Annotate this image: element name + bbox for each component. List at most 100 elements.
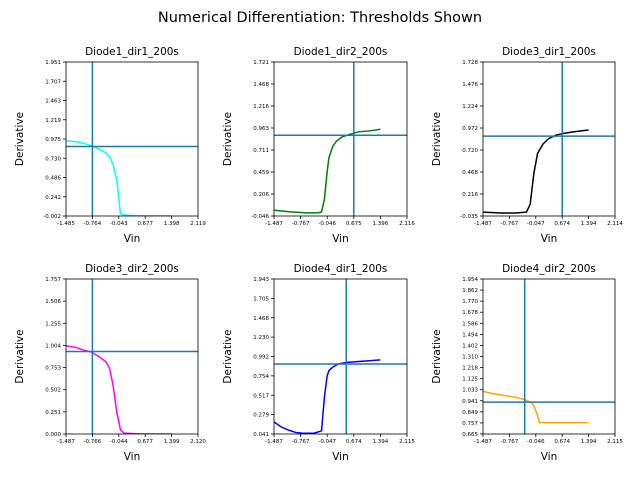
y-tick-label: 1.678 (462, 310, 478, 316)
x-tick-label: 0.674 (346, 439, 362, 445)
y-tick-label: 1.770 (462, 299, 478, 305)
y-tick-label: 0.468 (462, 170, 478, 176)
x-tick-label: -1.487 (474, 439, 492, 445)
y-tick-label: 1.218 (462, 366, 478, 372)
y-tick-label: 1.468 (253, 82, 269, 88)
series-line-1 (274, 128, 381, 214)
x-tick-label: -0.767 (292, 439, 310, 445)
x-tick-label: -0.767 (501, 221, 519, 227)
y-tick-label: 0.242 (45, 195, 61, 201)
y-tick-label: 0.665 (462, 432, 478, 438)
x-tick-label: -0.047 (527, 221, 545, 227)
axes-frame (273, 278, 408, 435)
x-axis-label: Vin (124, 451, 141, 463)
x-tick-label: 1.398 (164, 221, 180, 227)
y-axis-label: Derivative (222, 329, 234, 383)
subplot-title: Diode1_dir1_200s (85, 46, 179, 58)
y-tick-label: 1.943 (253, 277, 269, 283)
y-tick-label: 1.862 (462, 288, 478, 294)
y-axis-label: Derivative (222, 112, 234, 166)
x-tick-label: -0.766 (84, 439, 102, 445)
series-line-1 (66, 345, 172, 434)
x-tick-label: 0.677 (137, 439, 153, 445)
x-tick-label: 2.114 (607, 221, 623, 227)
series-line-1 (483, 390, 589, 424)
subplot-title: Diode4_dir2_200s (502, 263, 596, 275)
subplot-4: -1.487 -0.766 -0.044 0.677 1.399 2.120 0.000 0.… (14, 263, 206, 463)
x-tick-label: 0.674 (554, 221, 570, 227)
subplot-3: -1.487 -0.767 -0.047 0.674 1.394 2.114 -0.035 0… (431, 46, 623, 245)
y-axis-label: Derivative (14, 329, 26, 383)
x-tick-label: -0.043 (110, 221, 128, 227)
x-axis-label: Vin (124, 233, 141, 245)
y-tick-label: 0.251 (45, 410, 61, 416)
axes-frame (273, 61, 408, 217)
y-tick-label: 1.219 (45, 118, 61, 124)
y-axis-label: Derivative (431, 112, 443, 166)
x-tick-label: -0.044 (110, 439, 128, 445)
y-tick-label: 1.033 (462, 388, 478, 394)
y-tick-label: 0.486 (45, 176, 61, 182)
series-line-1 (274, 359, 381, 434)
subplot-6: -1.487 -0.767 -0.046 0.674 1.394 2.115 0.665 0.… (431, 263, 623, 463)
x-axis-label: Vin (332, 451, 349, 463)
y-tick-label: 1.255 (45, 321, 61, 327)
y-tick-label: 1.721 (253, 60, 269, 66)
y-tick-label: -0.035 (460, 214, 478, 220)
y-axis-label: Derivative (14, 112, 26, 166)
x-axis-label: Vin (541, 233, 558, 245)
x-tick-label: -0.047 (318, 439, 336, 445)
y-tick-label: 1.728 (462, 60, 478, 66)
x-tick-label: -0.767 (501, 439, 519, 445)
y-tick-label: 1.468 (253, 316, 269, 322)
y-tick-label: 0.502 (45, 388, 61, 394)
x-tick-label: 2.115 (399, 439, 415, 445)
y-tick-label: 0.757 (462, 421, 478, 427)
x-tick-label: -1.487 (265, 221, 283, 227)
y-tick-label: 0.720 (462, 148, 478, 154)
x-tick-label: 2.115 (607, 439, 623, 445)
x-axis-label: Vin (332, 233, 349, 245)
x-tick-label: 2.116 (399, 221, 415, 227)
y-tick-label: 1.506 (45, 299, 61, 305)
axes-frame (482, 61, 616, 217)
y-tick-label: 1.705 (253, 296, 269, 302)
y-tick-label: 0.000 (45, 432, 61, 438)
x-tick-label: -1.487 (57, 439, 75, 445)
x-axis-label: Vin (541, 451, 558, 463)
y-tick-label: 0.459 (253, 170, 269, 176)
x-tick-label: -1.485 (57, 221, 75, 227)
y-tick-label: 0.992 (253, 355, 269, 361)
y-tick-label: 1.402 (462, 343, 478, 349)
x-tick-label: -1.487 (474, 221, 492, 227)
y-tick-label: 0.963 (253, 126, 269, 132)
y-tick-label: 0.206 (253, 192, 269, 198)
y-tick-label: 0.972 (462, 126, 478, 132)
subplot-5: -1.487 -0.767 -0.047 0.674 1.394 2.115 0.041 0.… (222, 263, 415, 463)
subplot-title: Diode3_dir2_200s (85, 263, 179, 275)
y-tick-label: 1.476 (462, 82, 478, 88)
axes-frame (65, 278, 199, 435)
y-tick-label: 0.754 (253, 374, 269, 380)
x-tick-label: 1.394 (581, 221, 597, 227)
y-tick-label: 0.730 (45, 156, 61, 162)
x-tick-label: 0.675 (346, 221, 362, 227)
y-tick-label: 1.310 (462, 355, 478, 361)
series-line-1 (483, 129, 589, 214)
x-tick-label: 1.394 (581, 439, 597, 445)
y-axis-label: Derivative (431, 329, 443, 383)
y-tick-label: 1.707 (45, 79, 61, 85)
y-tick-label: -0.046 (251, 214, 269, 220)
y-tick-label: 1.757 (45, 277, 61, 283)
x-tick-label: 0.677 (137, 221, 153, 227)
x-tick-label: 0.674 (554, 439, 570, 445)
x-tick-label: 2.119 (190, 221, 206, 227)
figure-title: Numerical Differentiation: Thresholds Sh… (158, 10, 482, 26)
y-tick-label: 0.279 (253, 413, 269, 419)
subplot-title: Diode4_dir1_200s (294, 263, 388, 275)
y-tick-label: 0.517 (253, 393, 269, 399)
x-tick-label: -0.046 (527, 439, 545, 445)
x-tick-label: 2.120 (190, 439, 206, 445)
x-tick-label: 1.394 (373, 439, 389, 445)
